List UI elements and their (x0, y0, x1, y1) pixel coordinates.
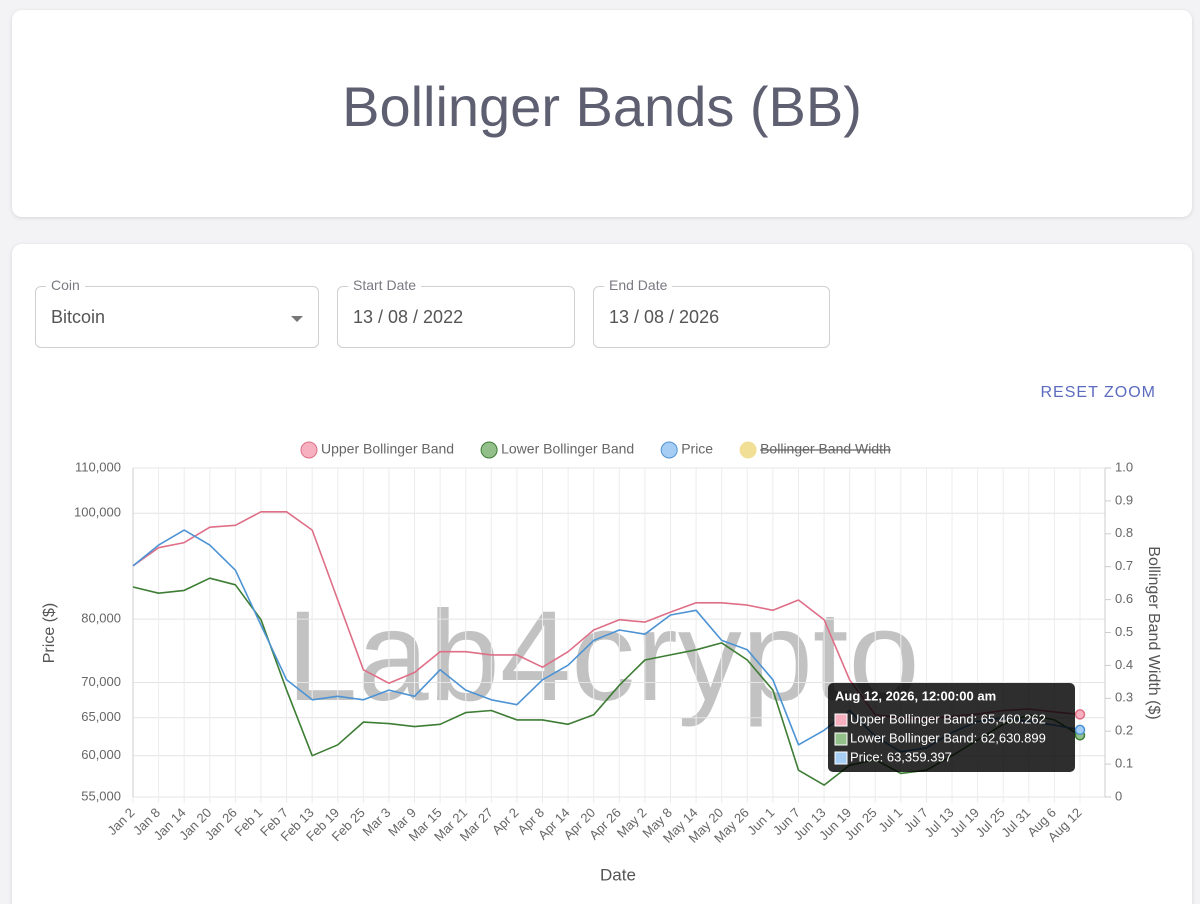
hover-point (1074, 724, 1086, 736)
field-label: Start Date (348, 277, 422, 293)
reset-zoom-button[interactable]: RESET ZOOM (1040, 384, 1156, 401)
page-title: Bollinger Bands (BB) (342, 75, 862, 138)
y-tick-label: 80,000 (81, 611, 121, 626)
hover-point (1074, 709, 1086, 720)
y-tick-label: 100,000 (74, 505, 121, 520)
y-tick-label: 70,000 (81, 674, 121, 689)
tooltip-line: Price: 63,359.397 (850, 749, 952, 764)
y2-tick-label: 0.1 (1115, 756, 1133, 771)
legend-marker (739, 441, 757, 459)
tooltip-title: Aug 12, 2026, 12:00:00 am (835, 688, 996, 703)
y2-axis-title: Bollinger Band Width ($) (1145, 546, 1162, 719)
field-value: Bitcoin (51, 307, 106, 327)
y2-tick-label: 0.4 (1115, 657, 1133, 672)
tooltip-swatch (834, 713, 848, 727)
y2-tick-label: 0.5 (1115, 624, 1133, 639)
y2-tick-label: 0.2 (1115, 723, 1133, 738)
y2-tick-label: 0.7 (1115, 558, 1133, 573)
legend-entry[interactable]: Price (681, 441, 713, 457)
y-tick-label: 65,000 (81, 709, 121, 724)
legend-entry[interactable]: Lower Bollinger Band (501, 441, 634, 457)
x-axis-title: Date (600, 865, 636, 884)
x-tick-label: Mar 3 (359, 805, 393, 839)
tooltip-swatch (834, 732, 848, 746)
dropdown-arrow (291, 316, 303, 322)
y2-tick-label: 0.3 (1115, 690, 1133, 705)
y2-tick-label: 0.8 (1115, 525, 1133, 540)
tooltip-line: Lower Bollinger Band: 62,630.899 (850, 730, 1046, 745)
field-label: End Date (604, 277, 673, 293)
field-value: 13 / 08 / 2026 (609, 307, 720, 327)
chart-card: Coin Bitcoin Start Date 13 / 08 / 2022 E… (12, 244, 1192, 904)
y-tick-label: 110,000 (75, 459, 121, 474)
y-axis-title: Price ($) (41, 603, 58, 663)
y2-tick-label: 0.9 (1115, 492, 1133, 507)
coin-select[interactable]: Coin Bitcoin (35, 277, 319, 348)
x-tick-label: Apr 2 (489, 805, 522, 838)
x-tick-label: Jul 1 (875, 805, 905, 835)
start-date-input[interactable]: Start Date 13 / 08 / 2022 (337, 277, 575, 348)
y2-tick-label: 0 (1115, 788, 1122, 803)
watermark: Lab4crypto (286, 585, 919, 728)
end-date-input[interactable]: End Date 13 / 08 / 2026 (593, 277, 830, 348)
y-tick-label: 55,000 (81, 788, 121, 803)
legend-marker (660, 441, 678, 459)
x-tick-label: Jan 2 (104, 805, 137, 838)
tooltip: Aug 12, 2026, 12:00:00 am Upper Bollinger… (828, 683, 1075, 772)
legend-entry[interactable]: Bollinger Band Width (760, 441, 891, 457)
legend-marker (300, 441, 318, 459)
tooltip-swatch (834, 751, 848, 765)
tooltip-box (828, 683, 1075, 772)
field-label: Coin (46, 277, 85, 293)
y-tick-label: 60,000 (81, 747, 121, 762)
field-value: 13 / 08 / 2022 (353, 307, 464, 327)
tooltip-line: Upper Bollinger Band: 65,460.262 (850, 711, 1046, 726)
header-card: Bollinger Bands (BB) (12, 10, 1192, 217)
x-tick-label: Jun 1 (744, 805, 777, 838)
legend-marker (480, 441, 498, 459)
y2-tick-label: 0.6 (1115, 591, 1133, 606)
x-tick-label: Feb 1 (231, 805, 265, 839)
y2-tick-label: 1.0 (1115, 459, 1133, 474)
legend-entry[interactable]: Upper Bollinger Band (321, 441, 454, 457)
x-tick-label: Jul 31 (998, 805, 1033, 840)
